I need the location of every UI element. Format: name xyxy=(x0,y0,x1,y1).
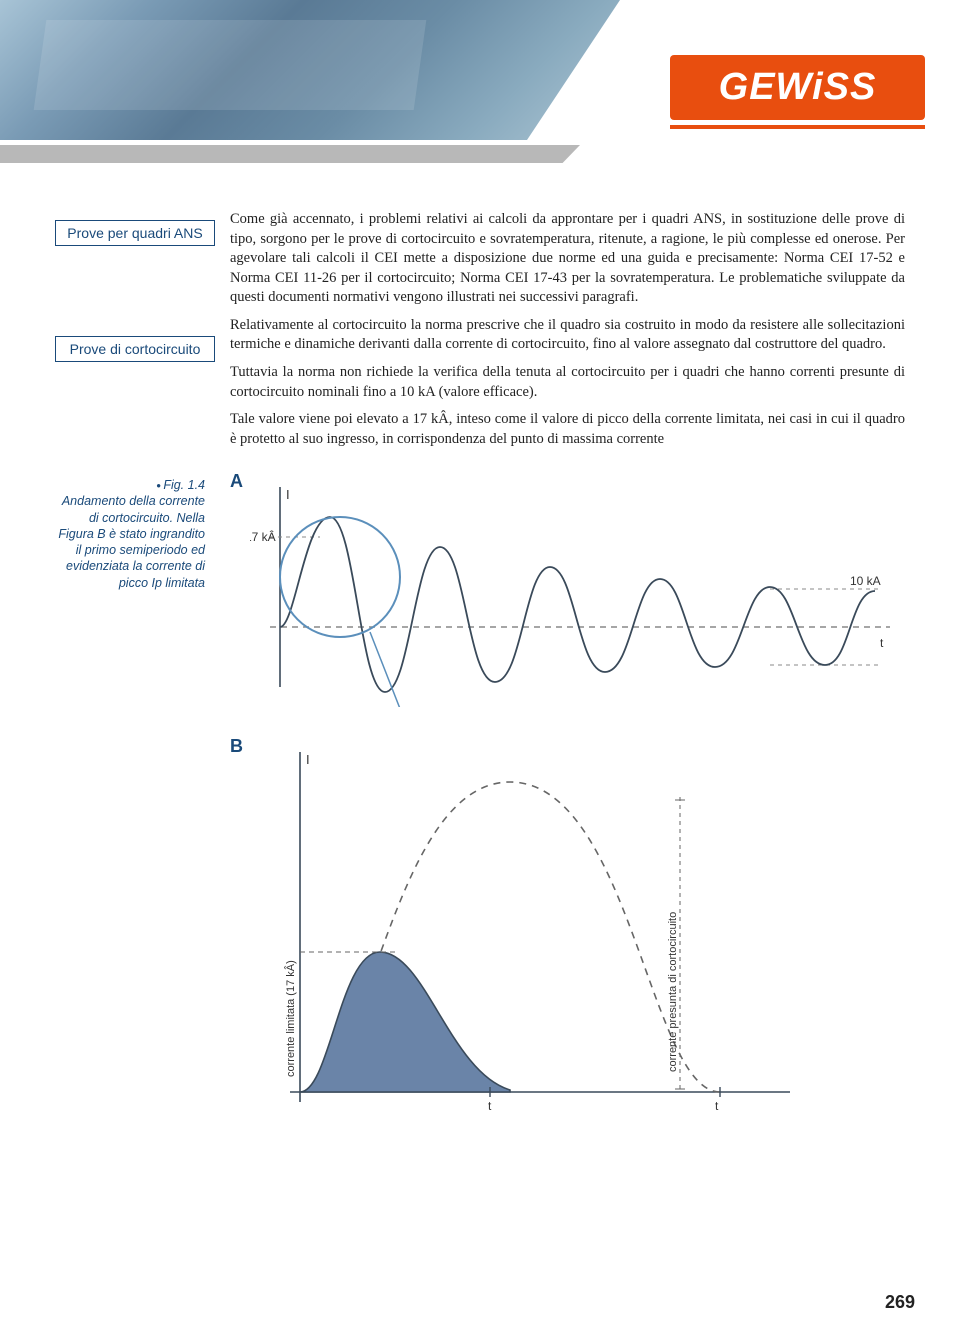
chart-b-container: B I t t xyxy=(230,742,910,1127)
figure-section: Fig. 1.4 Andamento della corrente di cor… xyxy=(0,457,960,1127)
chart-a-label: A xyxy=(230,471,243,492)
header-banner-image xyxy=(0,0,620,140)
figure-caption: Fig. 1.4 Andamento della corrente di cor… xyxy=(0,477,215,1127)
sidebar-label-cortocircuito: Prove di cortocircuito xyxy=(55,336,215,362)
paragraph-2: Relativamente al cortocircuito la norma … xyxy=(230,316,905,355)
figure-caption-text: Andamento della corrente di cortocircuit… xyxy=(58,494,205,589)
chart-b-limited-pulse xyxy=(300,952,510,1092)
chart-a-x-label: t xyxy=(880,636,884,650)
page-number: 269 xyxy=(885,1292,915,1313)
chart-a-svg: I t 17 kÂ 10 kA xyxy=(250,477,910,707)
sidebar-label-ans: Prove per quadri ANS xyxy=(55,220,215,246)
content-row: Prove per quadri ANS Prove di cortocircu… xyxy=(0,180,960,457)
chart-a-y-label: I xyxy=(286,487,290,502)
brand-logo-text: GEWiSS xyxy=(719,66,877,109)
brand-logo-underline xyxy=(670,125,925,129)
chart-a-highlight-circle xyxy=(280,517,400,637)
chart-a-10ka-label: 10 kA xyxy=(850,574,881,588)
brand-logo: GEWiSS xyxy=(670,55,925,120)
page-header: GEWiSS xyxy=(0,0,960,180)
chart-a-wave xyxy=(280,517,875,692)
paragraph-1: Come già accennato, i problemi relativi … xyxy=(230,210,905,308)
header-gray-stripe xyxy=(0,145,580,163)
chart-b-y-label: I xyxy=(306,752,310,767)
chart-a-peak-label: 17 kÂ xyxy=(250,529,276,544)
chart-b-label: B xyxy=(230,736,243,757)
main-text: Come già accennato, i problemi relativi … xyxy=(215,210,905,457)
chart-b-svg: I t t corrente limitata (17 kÂ) corrente… xyxy=(250,742,810,1122)
figure-number: Fig. 1.4 xyxy=(156,478,205,492)
chart-b-x-t1: t xyxy=(488,1099,492,1113)
chart-b-x-t2: t xyxy=(715,1099,719,1113)
chart-a-container: A I t 17 kÂ 10 kA xyxy=(230,477,910,712)
sidebar: Prove per quadri ANS Prove di cortocircu… xyxy=(0,210,215,457)
chart-b-left-vlabel: corrente limitata (17 kÂ) xyxy=(284,960,297,1077)
figure-area: A I t 17 kÂ 10 kA xyxy=(215,477,910,1127)
paragraph-4: Tale valore viene poi elevato a 17 kÂ, i… xyxy=(230,410,905,449)
paragraph-3: Tuttavia la norma non richiede la verifi… xyxy=(230,363,905,402)
chart-b-right-vlabel: corrente presunta di cortocircuito xyxy=(667,912,679,1072)
